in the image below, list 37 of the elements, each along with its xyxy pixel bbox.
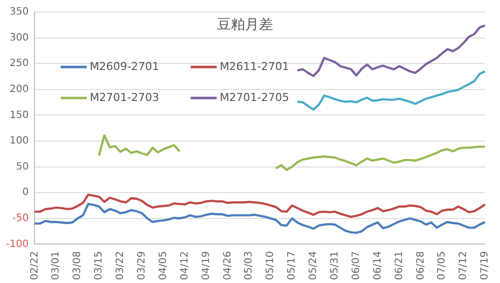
legend-label: M2611-2701: [220, 60, 290, 73]
x-tick-label: 04/26: [222, 251, 234, 280]
x-tick-label: 03/08: [72, 251, 84, 280]
x-tick-label: 07/05: [436, 251, 448, 280]
y-tick-label: 250: [10, 58, 29, 70]
x-tick-label: 06/07: [350, 251, 362, 280]
x-tick-label: 05/24: [308, 251, 320, 280]
x-tick-label: 06/14: [372, 251, 384, 280]
x-tick-label: 04/05: [158, 251, 169, 280]
legend-label: M2609-2701: [90, 60, 160, 73]
legend-label: M2701-2703: [90, 90, 160, 104]
x-tick-label: 05/31: [329, 251, 340, 280]
x-tick-label: 07/19: [480, 251, 491, 280]
y-tick-label: 50: [16, 161, 29, 172]
y-tick-label: 150: [10, 110, 29, 121]
chart-title: 豆粕月差: [217, 17, 273, 34]
x-tick-label: 05/03: [244, 251, 255, 280]
x-tick-label: 03/22: [115, 251, 126, 280]
x-tick-label: 02/22: [29, 251, 40, 280]
y-tick-label: -50: [12, 212, 29, 224]
x-tick-label: 03/01: [50, 251, 62, 280]
legend-label: M2701-2705: [220, 90, 290, 104]
y-tick-label: 100: [10, 136, 29, 147]
x-tick-label: 06/28: [415, 251, 426, 280]
y-tick-label: 350: [10, 6, 29, 18]
x-tick-label: 06/21: [394, 251, 405, 280]
x-tick-label: 04/12: [179, 251, 190, 280]
x-tick-label: 03/15: [94, 251, 105, 280]
y-tick-label: 0: [22, 187, 29, 198]
y-tick-label: -100: [6, 238, 29, 250]
y-tick-label: 200: [10, 84, 29, 95]
x-tick-label: 07/12: [458, 251, 470, 280]
x-tick-label: 05/10: [265, 251, 276, 280]
x-tick-label: 05/17: [286, 251, 298, 280]
y-tick-label: 300: [10, 32, 29, 44]
x-tick-label: 04/19: [200, 251, 212, 280]
x-tick-label: 03/29: [136, 251, 148, 280]
